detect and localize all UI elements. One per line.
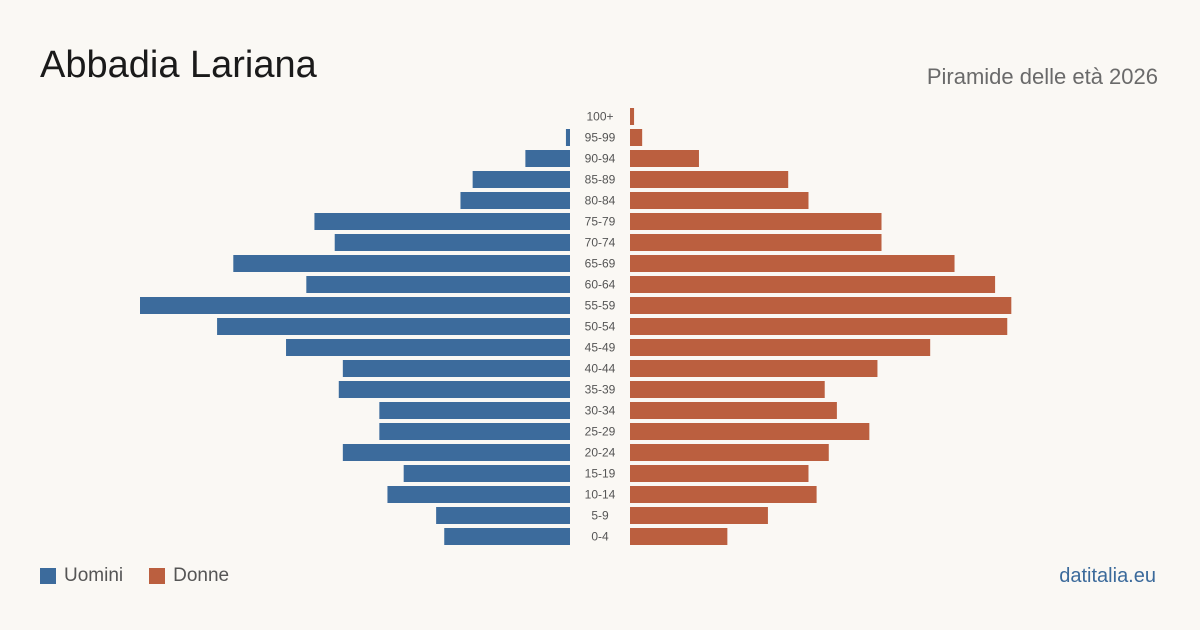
- bar-men-20-24: [342, 444, 570, 461]
- bar-men-35-39: [338, 381, 570, 398]
- bar-men-55-59: [140, 297, 570, 314]
- legend-swatch-women: [149, 568, 166, 584]
- age-label-10-14: 10-14: [585, 488, 616, 502]
- legend-item-men: Uomini: [40, 565, 123, 587]
- chart-subtitle: Piramide delle età 2026: [926, 64, 1158, 89]
- bar-women-20-24: [630, 444, 829, 461]
- chart-title: Abbadia Lariana: [40, 44, 317, 86]
- bar-men-15-19: [403, 465, 570, 482]
- bar-women-45-49: [630, 339, 931, 356]
- age-label-0-4: 0-4: [591, 530, 609, 544]
- bar-men-40-44: [342, 360, 570, 377]
- bar-men-5-9: [436, 507, 570, 524]
- age-label-80-84: 80-84: [585, 194, 616, 208]
- bar-women-100+: [630, 108, 635, 125]
- bar-men-45-49: [286, 339, 570, 356]
- bar-men-85-89: [472, 171, 570, 188]
- bar-women-75-79: [630, 213, 882, 230]
- bar-men-25-29: [379, 423, 570, 440]
- bar-women-25-29: [630, 423, 870, 440]
- age-label-100+: 100+: [586, 110, 613, 124]
- bar-women-80-84: [630, 192, 809, 209]
- age-label-5-9: 5-9: [591, 509, 609, 523]
- legend-label-men: Uomini: [64, 565, 124, 586]
- bar-women-15-19: [630, 465, 809, 482]
- bar-women-5-9: [630, 507, 768, 524]
- age-label-50-54: 50-54: [585, 320, 616, 334]
- age-label-35-39: 35-39: [585, 383, 616, 397]
- bar-men-50-54: [217, 318, 570, 335]
- age-label-75-79: 75-79: [585, 215, 616, 229]
- legend-label-women: Donne: [173, 565, 230, 586]
- bar-women-60-64: [630, 276, 996, 293]
- age-label-65-69: 65-69: [585, 257, 616, 271]
- bar-men-75-79: [314, 213, 570, 230]
- age-label-85-89: 85-89: [585, 173, 616, 187]
- legend: Uomini Donne: [40, 565, 229, 587]
- age-label-20-24: 20-24: [585, 446, 616, 460]
- bar-women-55-59: [630, 297, 1012, 314]
- bar-men-80-84: [460, 192, 570, 209]
- age-label-30-34: 30-34: [585, 404, 616, 418]
- bar-men-65-69: [233, 255, 570, 272]
- age-label-40-44: 40-44: [585, 362, 616, 376]
- bar-women-35-39: [630, 381, 825, 398]
- bar-women-10-14: [630, 486, 817, 503]
- age-label-15-19: 15-19: [585, 467, 616, 481]
- age-label-25-29: 25-29: [585, 425, 616, 439]
- age-label-90-94: 90-94: [585, 152, 616, 166]
- age-label-70-74: 70-74: [585, 236, 616, 250]
- bar-men-90-94: [525, 150, 570, 167]
- bar-men-10-14: [387, 486, 570, 503]
- age-label-60-64: 60-64: [585, 278, 616, 292]
- bar-men-30-34: [379, 402, 570, 419]
- legend-swatch-men: [40, 568, 56, 584]
- bar-men-95-99: [565, 129, 570, 146]
- bar-women-50-54: [630, 318, 1008, 335]
- age-label-55-59: 55-59: [585, 299, 616, 313]
- age-label-45-49: 45-49: [585, 341, 616, 355]
- bar-women-40-44: [630, 360, 878, 377]
- bar-women-90-94: [630, 150, 699, 167]
- bar-men-70-74: [334, 234, 570, 251]
- bar-men-60-64: [306, 276, 570, 293]
- bar-women-0-4: [630, 528, 728, 545]
- legend-item-women: Donne: [149, 565, 229, 587]
- age-label-95-99: 95-99: [585, 131, 616, 145]
- bar-men-0-4: [444, 528, 570, 545]
- bar-women-65-69: [630, 255, 955, 272]
- bar-women-70-74: [630, 234, 882, 251]
- bar-women-85-89: [630, 171, 789, 188]
- bar-women-30-34: [630, 402, 837, 419]
- bar-women-95-99: [630, 129, 643, 146]
- source-link[interactable]: datitalia.eu: [1059, 565, 1156, 587]
